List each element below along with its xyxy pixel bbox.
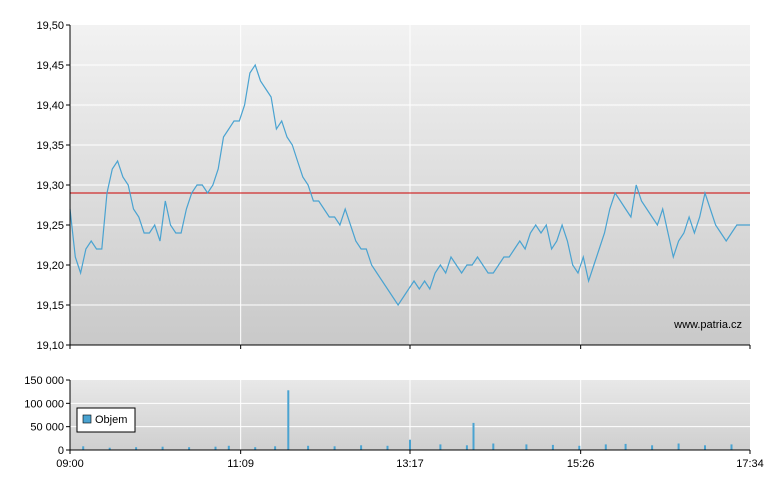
volume-bar [704,445,706,450]
price-y-tick-label: 19,10 [36,340,64,352]
volume-y-axis: 150 000 100 000 50 000 0 [24,375,64,457]
price-y-tick-label: 19,40 [36,100,64,112]
volume-bar [227,445,230,450]
volume-bar [730,444,733,450]
x-tick-label: 15:26 [567,458,595,470]
volume-bar [333,446,336,450]
price-y-tick-label: 19,35 [36,140,64,152]
legend-swatch [82,414,92,424]
volume-bar [578,445,581,450]
volume-legend: Objem [76,407,136,433]
price-y-tick-label: 19,15 [36,300,64,312]
price-y-tick-label: 19,50 [36,20,64,32]
volume-bar [254,447,257,450]
price-y-axis: 19,50 19,45 19,40 19,35 19,30 19,25 19,20 19,15… [36,20,64,352]
price-y-tick-label: 19,45 [36,60,64,72]
volume-bar [409,439,411,450]
volume-bar [135,447,138,450]
volume-bar [274,446,277,450]
volume-bar [677,443,680,450]
x-tick-label: 11:09 [227,458,254,470]
volume-y-tick-label: 100 000 [24,398,64,410]
price-y-tick-label: 19,30 [36,180,64,192]
watermark: www.patria.cz [673,319,742,331]
volume-bar [492,443,495,450]
volume-bar [651,445,654,450]
volume-bar [108,447,111,450]
volume-bar [465,445,468,450]
volume-bar [551,444,554,450]
volume-bar [604,444,607,450]
volume-bar [439,444,442,450]
volume-bar [161,446,164,450]
volume-bar [624,443,627,450]
volume-y-tick-label: 150 000 [24,375,64,387]
volume-y-tick-label: 50 000 [30,422,64,434]
volume-bar [82,446,85,450]
volume-x-axis: 09:00 11:09 13:17 15:26 17:34 [56,450,764,470]
volume-y-tick-label: 0 [58,445,64,457]
volume-bar [307,445,310,450]
volume-bar [525,444,528,450]
x-tick-label: 09:00 [56,458,84,470]
volume-bar [472,422,475,450]
volume-bar [386,445,389,450]
price-y-tick-label: 19,25 [36,220,64,232]
volume-bar [188,447,191,450]
x-tick-label: 13:17 [396,458,424,470]
price-x-ticks [69,345,751,349]
price-y-tick-label: 19,20 [36,260,64,272]
volume-bar [287,390,290,450]
price-series-line [69,63,750,307]
volume-grid [66,379,750,451]
price-grid [66,24,750,346]
volume-bar [360,445,363,450]
volume-bar [214,446,217,450]
x-tick-label: 17:34 [736,458,764,470]
legend-label: Objem [95,414,127,426]
volume-bars [82,390,733,450]
